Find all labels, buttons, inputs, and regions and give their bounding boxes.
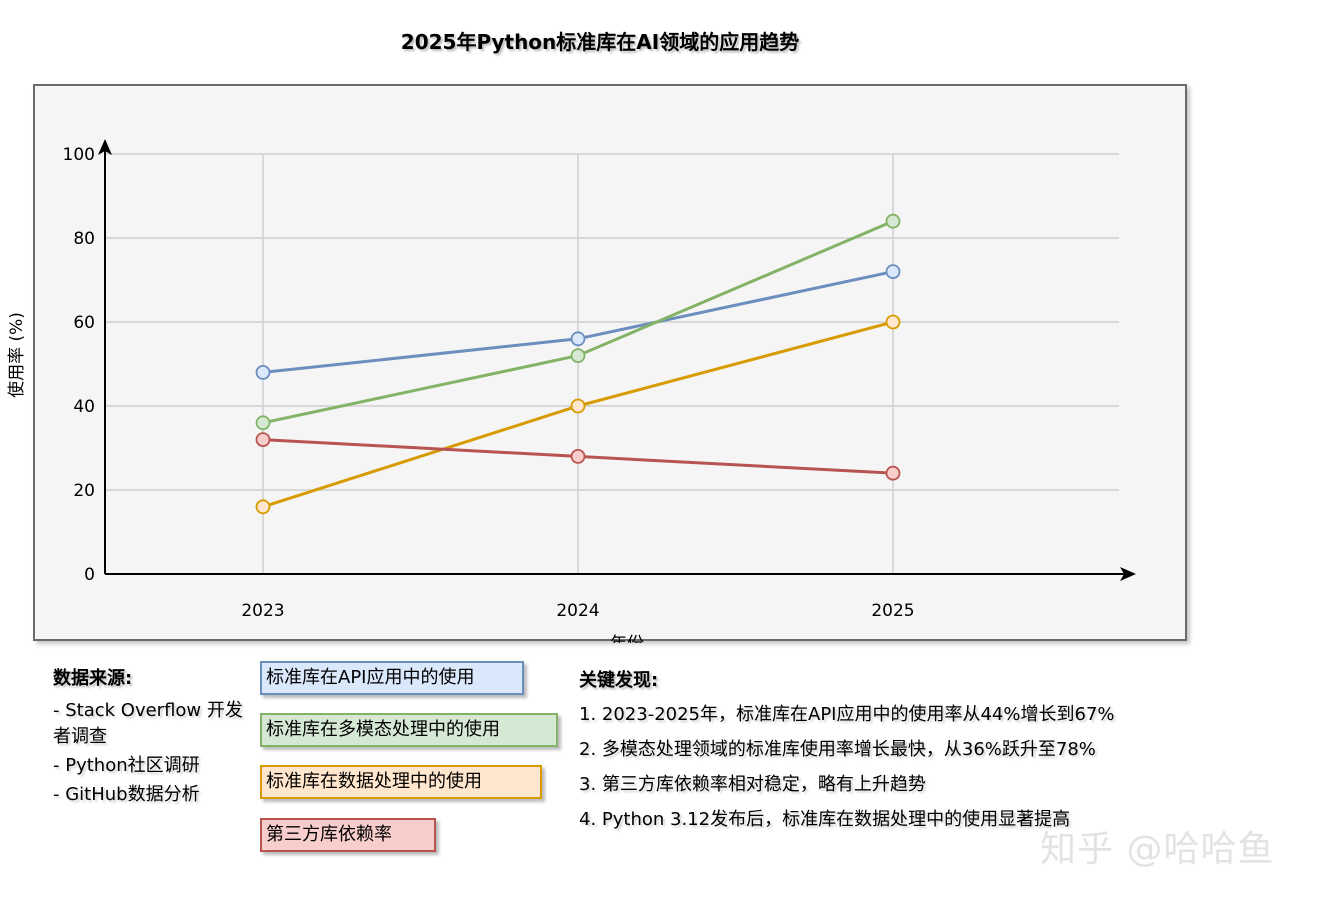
y-tick-label: 100 [63,145,95,165]
series-point [885,465,901,481]
key-findings-block: 关键发现: 1. 2023-2025年，标准库在API应用中的使用率从44%增长… [579,666,1219,840]
x-tick-label: 2023 [241,601,284,621]
y-tick-label: 60 [73,313,95,333]
legend-item-third-party: 第三方库依赖率 [260,818,436,852]
y-axis-label: 使用率 (%) [6,312,27,398]
source-heading: 数据来源: [53,668,133,689]
source-item: - Stack Overflow 开发者调查 [53,700,243,747]
y-tick-label: 0 [84,565,95,585]
plot-panel: 0 20 40 60 80 100 2023 2024 2025 年份 [33,84,1187,643]
line-chart: 0 20 40 60 80 100 2023 2024 2025 年份 [63,139,1136,643]
series-point [255,415,271,431]
legend-item-data-processing: 标准库在数据处理中的使用 [260,765,542,799]
finding-item: 1. 2023-2025年，标准库在API应用中的使用率从44%增长到67% [579,704,1115,725]
series-point [885,264,901,280]
data-source-block: 数据来源: - Stack Overflow 开发者调查 - Python社区调… [53,666,248,811]
x-tick-label: 2024 [556,601,599,621]
series-point [885,213,901,229]
series-point [570,348,586,364]
series-point [255,432,271,448]
finding-item: 3. 第三方库依赖率相对稳定，略有上升趋势 [579,774,926,795]
y-tick-label: 80 [73,229,95,249]
series-point [255,364,271,380]
y-tick-label: 40 [73,397,95,417]
series-point [570,331,586,347]
source-item: - Python社区调研 [53,755,200,776]
series-point [255,499,271,515]
y-tick-label: 20 [73,481,95,501]
finding-item: 4. Python 3.12发布后，标准库在数据处理中的使用显著提高 [579,809,1071,830]
chart-title: 2025年Python标准库在AI领域的应用趋势 [400,30,800,54]
y-axis-arrow [98,139,112,155]
series-point [570,448,586,464]
legend-item-multimodal: 标准库在多模态处理中的使用 [260,713,558,747]
y-axis-label-holder: 使用率 (%) [6,312,27,398]
finding-item: 2. 多模态处理领域的标准库使用率增长最快，从36%跃升至78% [579,739,1096,760]
legend-item-api: 标准库在API应用中的使用 [260,661,524,695]
x-axis-arrow [1120,567,1136,581]
source-item: - GitHub数据分析 [53,784,200,805]
series-point [570,398,586,414]
watermark: 知乎 @哈哈鱼 [1040,829,1275,870]
series-point [885,314,901,330]
x-axis-label: 年份 [610,634,644,643]
findings-heading: 关键发现: [579,670,659,691]
x-tick-label: 2025 [871,601,914,621]
